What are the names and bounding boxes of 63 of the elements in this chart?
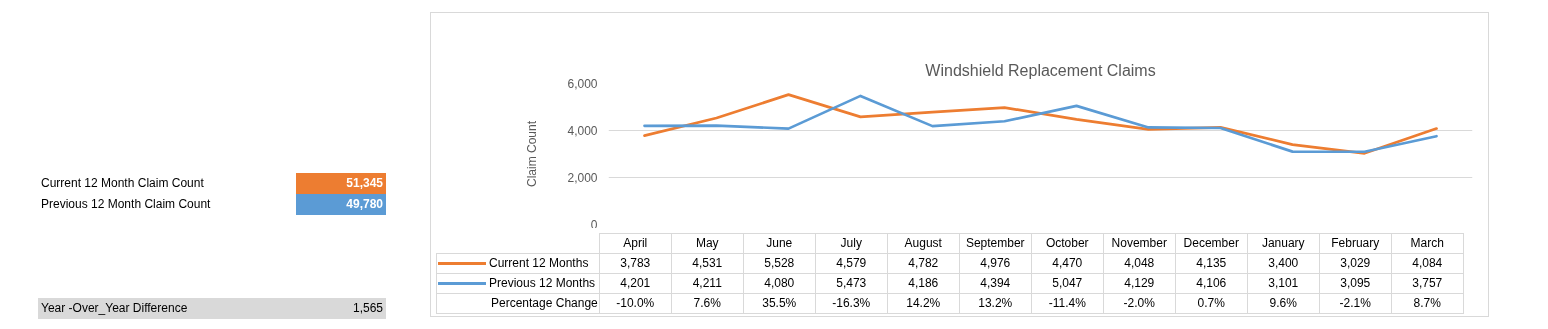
x-tick-label: June	[743, 233, 816, 254]
y-tick-label: 2,000	[567, 171, 598, 185]
text: Percentage Change	[436, 293, 600, 314]
data-label: 3,101	[1247, 273, 1320, 294]
text: Previous 12 Month Claim Count	[41, 196, 211, 213]
legend-label: Current 12 Months	[436, 253, 600, 274]
data-label: 4,394	[959, 273, 1032, 294]
data-label: 4,129	[1103, 273, 1176, 294]
text: -2.1%	[1319, 293, 1392, 314]
legend-label: Previous 12 Months	[436, 273, 600, 294]
data-label: 4,135	[1175, 253, 1248, 274]
text: 7.6%	[671, 293, 744, 314]
data-label: 4,106	[1175, 273, 1248, 294]
x-tick-label: March	[1391, 233, 1464, 254]
data-label: 3,400	[1247, 253, 1320, 274]
data-label: 4,782	[887, 253, 960, 274]
data-label: 4,531	[671, 253, 744, 274]
text: 35.5%	[743, 293, 816, 314]
data-label: 5,047	[1031, 273, 1104, 294]
y-tick-label: 0	[590, 217, 598, 232]
data-label: 3,029	[1319, 253, 1392, 274]
x-tick-label: February	[1319, 233, 1392, 254]
y-axis-title: Claim Count	[525, 120, 540, 188]
text: 13.2%	[959, 293, 1032, 314]
data-label: 4,579	[815, 253, 888, 274]
text: 1,565	[352, 301, 383, 315]
x-tick-label: November	[1103, 233, 1176, 254]
y-tick-label: 6,000	[567, 77, 598, 91]
data-label: 4,080	[743, 273, 816, 294]
data-label: 4,211	[671, 273, 744, 294]
x-tick-label: April	[599, 233, 672, 254]
text: 49,780	[346, 197, 383, 211]
data-label: 5,528	[743, 253, 816, 274]
text: 9.6%	[1247, 293, 1320, 314]
x-tick-label: July	[815, 233, 888, 254]
text: 0.7%	[1175, 293, 1248, 314]
text: 8.7%	[1391, 293, 1464, 314]
text: -2.0%	[1103, 293, 1176, 314]
data-label: 3,783	[599, 253, 672, 274]
text: -10.0%	[599, 293, 672, 314]
data-label: 3,095	[1319, 273, 1392, 294]
data-label: 4,186	[887, 273, 960, 294]
text: Current 12 Month Claim Count	[41, 175, 204, 192]
data-label: 4,201	[599, 273, 672, 294]
x-tick-label: August	[887, 233, 960, 254]
chart-title: Windshield Replacement Claims	[925, 61, 1156, 79]
y-tick-label: 4,000	[567, 124, 598, 138]
data-label: 4,470	[1031, 253, 1104, 274]
data-label: 3,757	[1391, 273, 1464, 294]
data-label: 5,473	[815, 273, 888, 294]
x-tick-label: October	[1031, 233, 1104, 254]
text: 51,345	[346, 176, 383, 190]
text: -11.4%	[1031, 293, 1104, 314]
x-tick-label: May	[671, 233, 744, 254]
text: Year -Over_Year Difference	[41, 300, 188, 317]
data-label: 4,084	[1391, 253, 1464, 274]
text: -16.3%	[815, 293, 888, 314]
data-label: 4,976	[959, 253, 1032, 274]
x-tick-label: January	[1247, 233, 1320, 254]
data-label: 4,048	[1103, 253, 1176, 274]
text: 14.2%	[887, 293, 960, 314]
x-tick-label: September	[959, 233, 1032, 254]
x-tick-label: December	[1175, 233, 1248, 254]
